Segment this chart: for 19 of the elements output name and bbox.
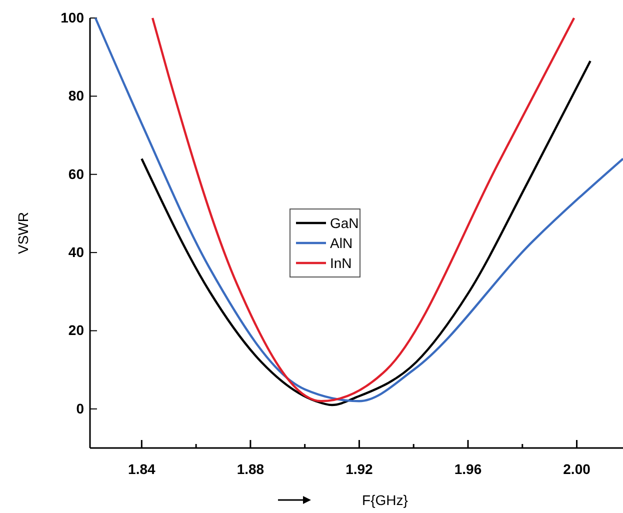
y-tick-label: 40 bbox=[68, 244, 84, 260]
y-tick-label: 60 bbox=[68, 166, 84, 182]
y-tick-label: 20 bbox=[68, 322, 84, 338]
line-series bbox=[140, 60, 592, 406]
legend-label: InN bbox=[330, 255, 352, 271]
y-tick-label: 100 bbox=[60, 9, 84, 26]
x-axis-title: F{GHz} bbox=[362, 492, 408, 508]
y-axis-title: VSWR bbox=[15, 212, 31, 254]
legend-label: AlN bbox=[330, 235, 353, 251]
legend-label: GaN bbox=[330, 215, 359, 231]
x-tick-label: 1.84 bbox=[128, 460, 156, 477]
x-tick-label: 1.88 bbox=[236, 460, 264, 477]
x-tick-label: 1.92 bbox=[346, 460, 374, 477]
x-tick-label: 2.00 bbox=[563, 460, 591, 477]
y-tick-label: 80 bbox=[68, 88, 84, 104]
x-tick-label: 1.96 bbox=[454, 460, 482, 477]
line-series bbox=[151, 16, 576, 402]
y-tick-label: 0 bbox=[76, 400, 84, 416]
line-series bbox=[94, 16, 623, 402]
